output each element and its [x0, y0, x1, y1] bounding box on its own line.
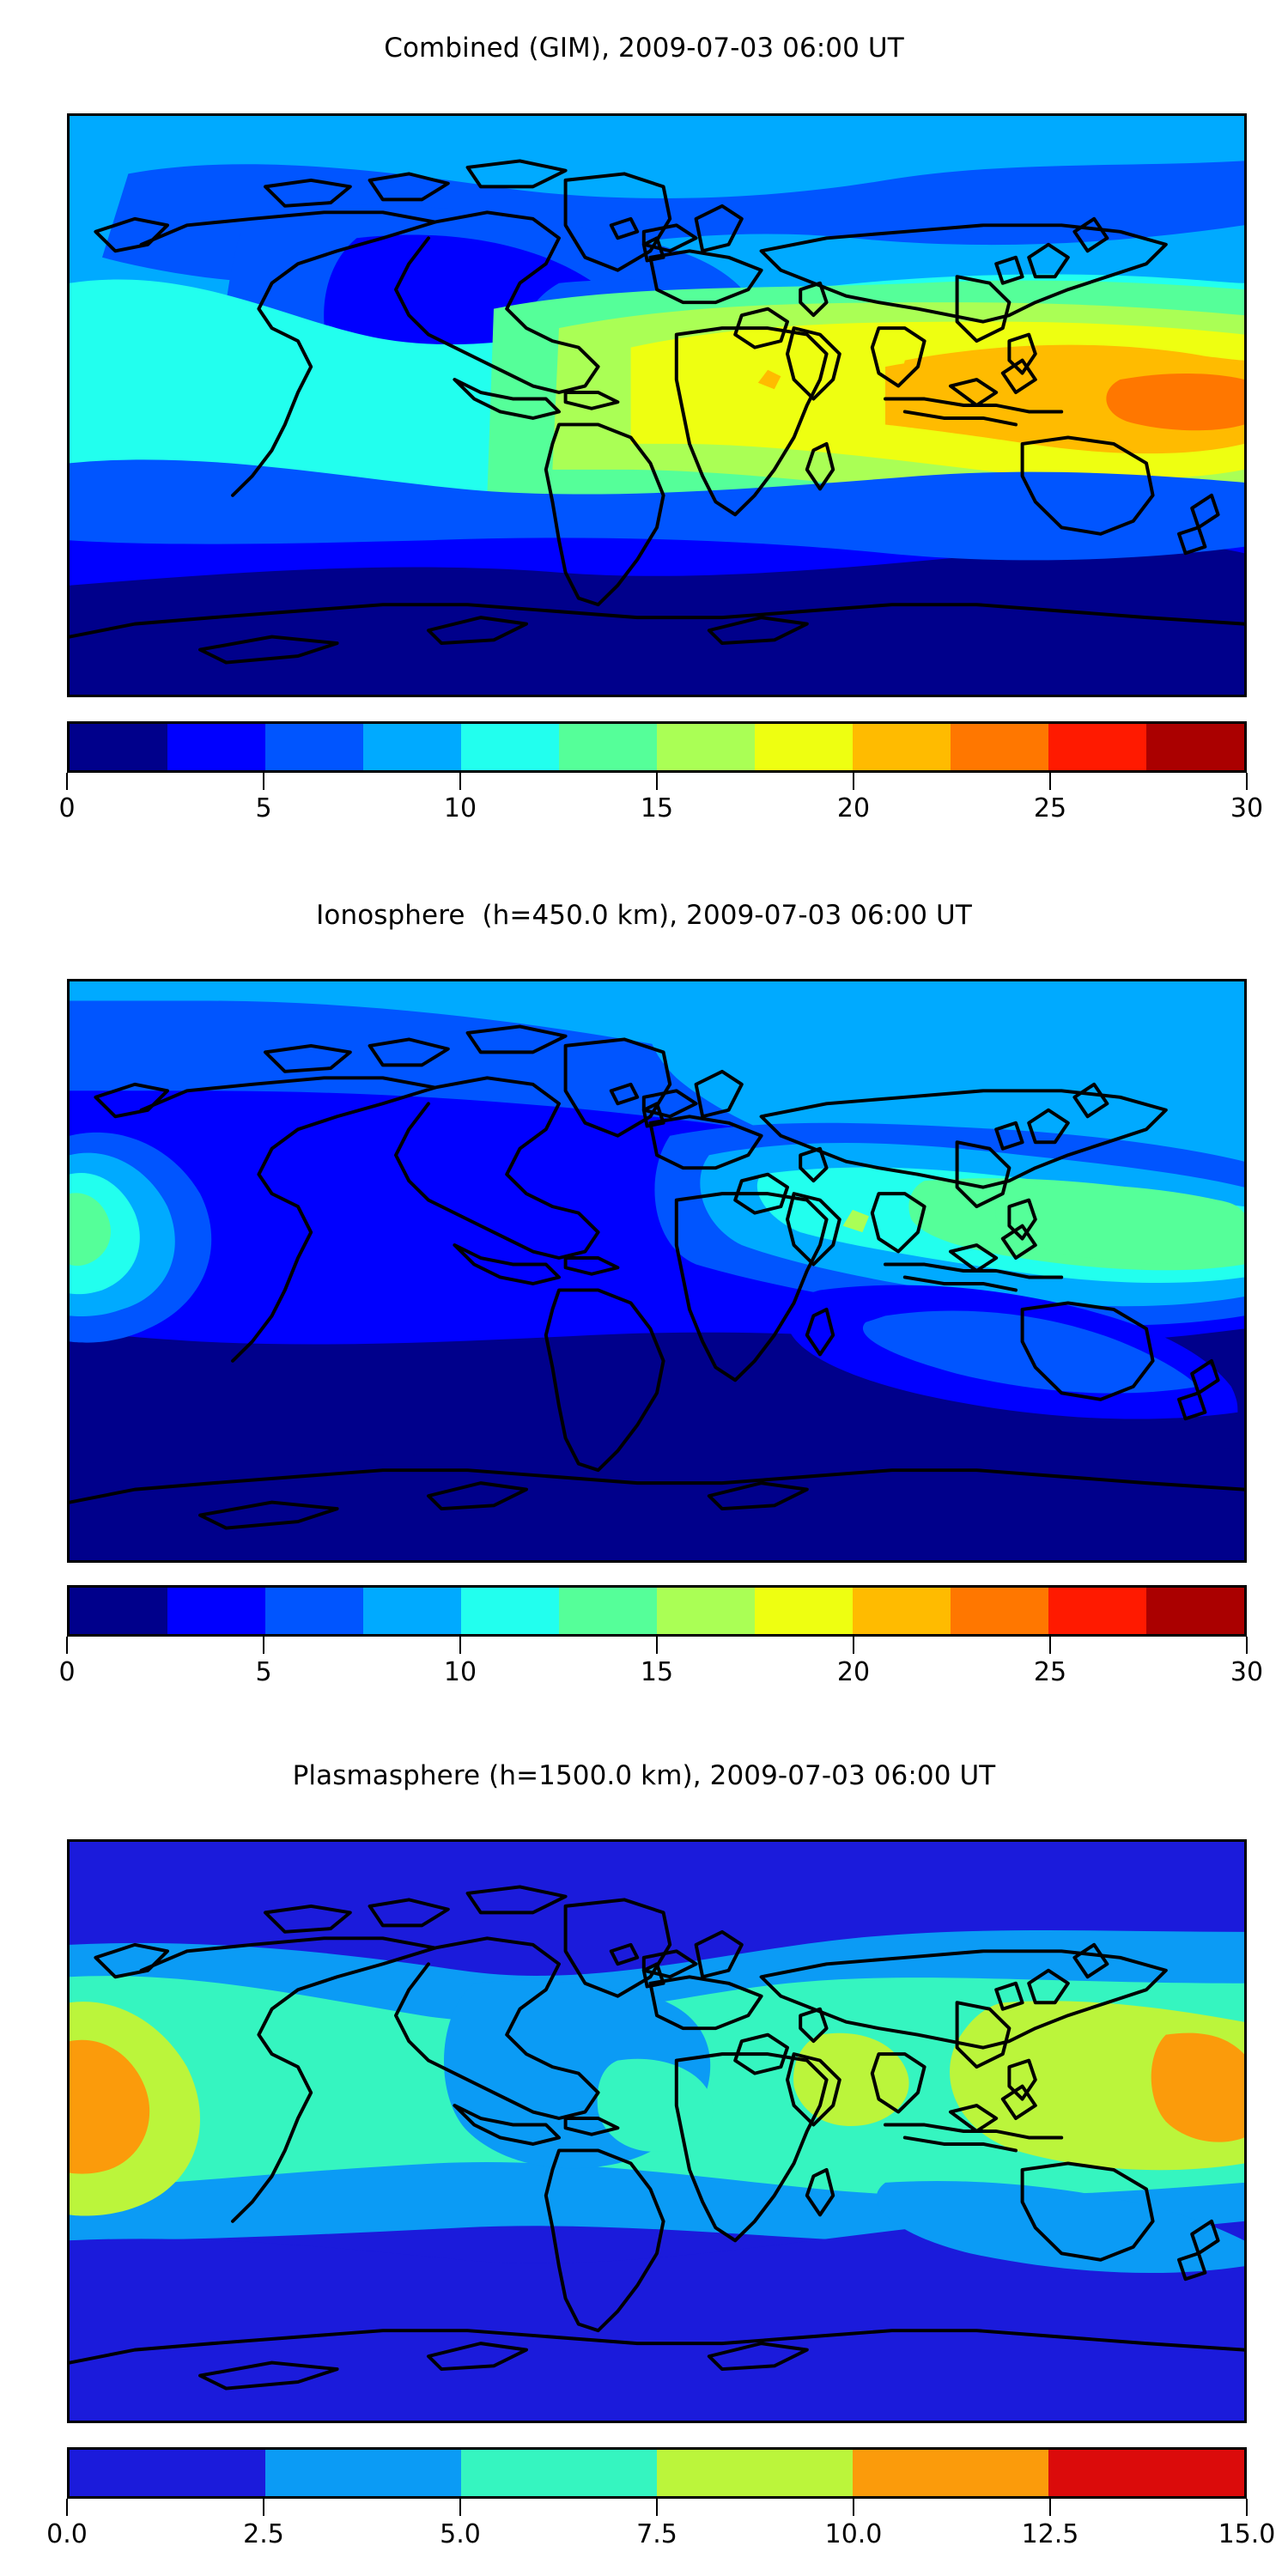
colorbar-tick-label: 15.0 — [1218, 2519, 1276, 2549]
colorbar-band — [853, 2450, 1048, 2496]
colorbar-tick — [1049, 2499, 1051, 2516]
colorbar-tick — [66, 773, 68, 790]
colorbar-tick — [1246, 773, 1248, 790]
colorbar-band — [1048, 2450, 1244, 2496]
colorbar-tick-label: 5.0 — [440, 2519, 481, 2549]
colorbar-tick-label: 0 — [58, 793, 76, 823]
colorbar-band — [1048, 1588, 1146, 1634]
colorbar-tick — [656, 1637, 658, 1654]
map-plasmasphere-1500km — [67, 1839, 1247, 2423]
coastlines-ionosphere-450km — [70, 981, 1244, 1560]
colorbar-band — [70, 1588, 167, 1634]
coastlines-combined-gim — [70, 116, 1244, 695]
colorbar-tick — [1049, 773, 1051, 790]
colorbar-band — [755, 1588, 853, 1634]
colorbar-tick — [852, 2499, 854, 2516]
colorbar-tick — [262, 2499, 264, 2516]
colorbar-ticks-plasmasphere-1500km — [66, 2499, 1248, 2518]
colorbar-plasmasphere-1500km: 0.0 2.5 5.0 7.5 10.0 12.5 15.0 — [46, 2447, 1275, 2555]
colorbar-tick-label: 15 — [640, 1657, 674, 1687]
colorbar-tick-label: 30 — [1230, 1657, 1264, 1687]
map-combined-gim — [67, 113, 1247, 697]
colorbar-tick — [262, 773, 264, 790]
colorbar-tick-label: 0.0 — [46, 2519, 88, 2549]
colorbar-tick — [656, 773, 658, 790]
colorbar-band — [559, 1588, 657, 1634]
colorbar-band — [265, 1588, 363, 1634]
colorbar-bands-plasmasphere-1500km — [67, 2447, 1247, 2499]
colorbar-tick-label: 25 — [1033, 1657, 1067, 1687]
colorbar-tick-label: 15 — [640, 793, 674, 823]
colorbar-tick-label: 10 — [443, 1657, 477, 1687]
colorbar-combined-gim: 0 5 10 15 20 25 30 — [58, 721, 1263, 829]
colorbar-labels-plasmasphere-1500km: 0.0 2.5 5.0 7.5 10.0 12.5 15.0 — [46, 2518, 1275, 2555]
colorbar-band — [461, 1588, 559, 1634]
colorbar-band — [755, 724, 853, 770]
panel-ionosphere-450km: Ionosphere (h=450.0 km), 2009-07-03 06:0… — [0, 859, 1288, 1735]
colorbar-band — [1048, 724, 1146, 770]
colorbar-band — [657, 1588, 755, 1634]
colorbar-band — [1146, 1588, 1244, 1634]
colorbar-tick-label: 7.5 — [636, 2519, 677, 2549]
colorbar-tick-label: 20 — [836, 1657, 871, 1687]
colorbar-tick-label: 30 — [1230, 793, 1264, 823]
colorbar-tick — [459, 773, 461, 790]
colorbar-band — [951, 724, 1048, 770]
colorbar-tick-label: 2.5 — [243, 2519, 284, 2549]
colorbar-tick — [1246, 1637, 1248, 1654]
panel-title-plasmasphere-1500km: Plasmasphere (h=1500.0 km), 2009-07-03 0… — [292, 1760, 996, 1791]
colorbar-bands-ionosphere-450km — [67, 1585, 1247, 1637]
colorbar-tick — [1049, 1637, 1051, 1654]
panel-plasmasphere-1500km: Plasmasphere (h=1500.0 km), 2009-07-03 0… — [0, 1735, 1288, 2576]
colorbar-band — [167, 724, 265, 770]
colorbar-band — [265, 2450, 461, 2496]
colorbar-band — [853, 1588, 951, 1634]
colorbar-tick-label: 0 — [58, 1657, 76, 1687]
colorbar-tick — [1246, 2499, 1248, 2516]
colorbar-tick — [459, 1637, 461, 1654]
colorbar-band — [657, 724, 755, 770]
colorbar-tick-label: 12.5 — [1021, 2519, 1079, 2549]
colorbar-tick-label: 10 — [443, 793, 477, 823]
panel-title-combined-gim: Combined (GIM), 2009-07-03 06:00 UT — [384, 33, 904, 64]
colorbar-band — [559, 724, 657, 770]
colorbar-tick — [852, 773, 854, 790]
colorbar-band — [461, 2450, 657, 2496]
colorbar-tick-label: 5 — [255, 1657, 272, 1687]
colorbar-ticks-combined-gim — [66, 773, 1248, 792]
panel-combined-gim: Combined (GIM), 2009-07-03 06:00 UT — [0, 0, 1288, 859]
colorbar-band — [265, 724, 363, 770]
panel-title-ionosphere-450km: Ionosphere (h=450.0 km), 2009-07-03 06:0… — [316, 900, 972, 931]
colorbar-tick-label: 20 — [836, 793, 871, 823]
colorbar-labels-ionosphere-450km: 0 5 10 15 20 25 30 — [58, 1656, 1263, 1693]
colorbar-band — [461, 724, 559, 770]
colorbar-band — [363, 724, 461, 770]
colorbar-tick — [66, 2499, 68, 2516]
colorbar-band — [167, 1588, 265, 1634]
colorbar-ticks-ionosphere-450km — [66, 1637, 1248, 1656]
colorbar-tick — [66, 1637, 68, 1654]
colorbar-ionosphere-450km: 0 5 10 15 20 25 30 — [58, 1585, 1263, 1693]
colorbar-tick — [656, 2499, 658, 2516]
colorbar-band — [70, 724, 167, 770]
colorbar-tick — [262, 1637, 264, 1654]
contour-field-plasmasphere-1500km — [70, 1842, 1244, 2421]
colorbar-tick-label: 5 — [255, 793, 272, 823]
colorbar-band — [853, 724, 951, 770]
colorbar-tick — [852, 1637, 854, 1654]
colorbar-tick-label: 10.0 — [824, 2519, 883, 2549]
colorbar-tick — [459, 2499, 461, 2516]
map-ionosphere-450km — [67, 979, 1247, 1563]
colorbar-labels-combined-gim: 0 5 10 15 20 25 30 — [58, 792, 1263, 829]
colorbar-band — [1146, 724, 1244, 770]
colorbar-tick-label: 25 — [1033, 793, 1067, 823]
colorbar-band — [70, 2450, 265, 2496]
colorbar-band — [951, 1588, 1048, 1634]
colorbar-band — [657, 2450, 853, 2496]
coastlines-plasmasphere-1500km — [70, 1842, 1244, 2421]
colorbar-bands-combined-gim — [67, 721, 1247, 773]
colorbar-band — [363, 1588, 461, 1634]
